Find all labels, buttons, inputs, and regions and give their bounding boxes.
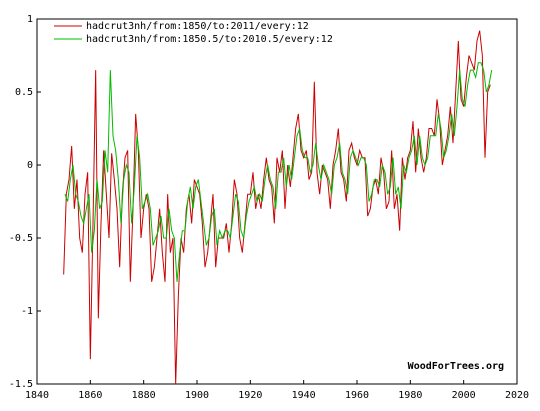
y-tick-label: -1 [21,306,33,317]
y-tick-label: 0 [27,160,33,171]
watermark: WoodForTrees.org [408,361,504,372]
x-tick-label: 2020 [505,390,529,401]
x-tick-label: 1860 [78,390,102,401]
legend-label: hadcrut3nh/from:1850/to:2011/every:12 [86,21,309,32]
plot-area [36,18,518,385]
y-tick-label: 0.5 [15,87,33,98]
x-tick-label: 1960 [345,390,369,401]
x-tick-label: 1900 [185,390,209,401]
x-tick-label: 1980 [398,390,422,401]
y-tick-label: 1 [27,14,33,25]
legend-label: hadcrut3nh/from:1850.5/to:2010.5/every:1… [86,34,333,45]
x-tick-label: 1840 [25,390,49,401]
series-line [64,62,493,282]
x-tick-label: 1940 [292,390,316,401]
x-tick-label: 1880 [132,390,156,401]
x-tick-label: 2000 [452,390,476,401]
x-tick-label: 1920 [238,390,262,401]
y-tick-label: -0.5 [9,233,33,244]
y-tick-label: -1.5 [9,379,33,390]
